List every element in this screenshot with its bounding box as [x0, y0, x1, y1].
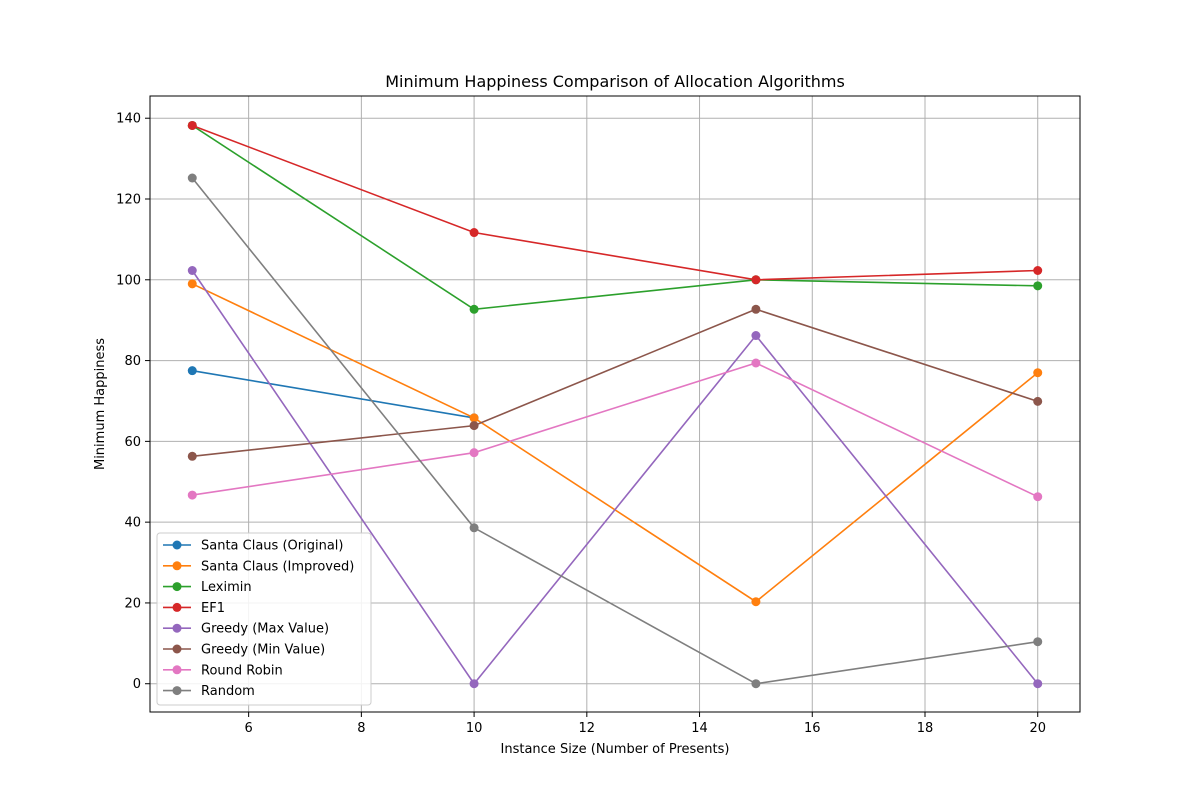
- legend-label: Greedy (Min Value): [201, 643, 325, 658]
- x-axis-ticks: 6 8 10 12 14 16 18 20: [244, 712, 1046, 736]
- x-tick-label: 8: [357, 721, 365, 736]
- series-line: [192, 362, 1039, 498]
- y-tick-label: 140: [116, 112, 141, 127]
- series-line: [191, 177, 1038, 685]
- x-tick-label: 10: [466, 721, 483, 736]
- legend-marker: [172, 561, 182, 571]
- series-line: [192, 369, 475, 419]
- data-point: [187, 451, 197, 461]
- series-line: [192, 308, 1038, 458]
- y-axis-label: Minimum Happiness: [93, 338, 108, 470]
- series-layer: [187, 120, 1043, 689]
- data-point: [1033, 637, 1043, 647]
- legend-entry: Round Robin: [163, 663, 283, 678]
- legend-entry: Santa Claus (Original): [163, 539, 343, 554]
- data-point: [187, 366, 197, 376]
- data-point: [751, 275, 761, 285]
- legend-marker: [172, 623, 182, 633]
- series-line: [191, 270, 1039, 686]
- series-7: [187, 173, 1043, 689]
- x-tick-label: 16: [804, 721, 821, 736]
- y-axis-ticks: 0 20 40 60 80 100 120 140: [116, 112, 150, 692]
- legend-entry: Random: [163, 684, 255, 699]
- data-point: [469, 304, 479, 314]
- data-point: [187, 490, 197, 500]
- data-point: [469, 413, 479, 423]
- data-point: [469, 421, 479, 431]
- series-5: [187, 304, 1043, 461]
- data-point: [1033, 281, 1043, 291]
- y-tick-label: 120: [116, 193, 141, 208]
- y-tick-label: 80: [124, 354, 141, 369]
- data-point: [1033, 265, 1043, 275]
- x-axis-label: Instance Size (Number of Presents): [501, 742, 730, 757]
- data-point: [469, 448, 479, 458]
- legend-label: Leximin: [201, 580, 252, 595]
- legend-label: Random: [201, 684, 255, 699]
- legend-label: EF1: [201, 601, 225, 616]
- x-tick-label: 12: [579, 721, 596, 736]
- legend-label: Santa Claus (Improved): [201, 559, 354, 574]
- data-point: [187, 173, 197, 183]
- series-line: [191, 124, 1038, 281]
- y-tick-label: 0: [133, 677, 141, 692]
- legend-marker: [172, 665, 182, 675]
- legend: Santa Claus (Original) Santa Claus (Impro…: [156, 532, 372, 706]
- data-point: [469, 679, 479, 689]
- series-line: [191, 124, 1038, 311]
- legend-marker: [172, 582, 182, 592]
- plot-frame: [149, 95, 1081, 713]
- legend-entry: Leximin: [163, 580, 252, 595]
- data-point: [1033, 396, 1043, 406]
- legend-entry: Greedy (Min Value): [163, 643, 325, 658]
- data-point: [187, 120, 197, 130]
- legend-entry: Santa Claus (Improved): [163, 559, 354, 574]
- series-6: [187, 358, 1043, 502]
- chart-title: Minimum Happiness Comparison of Allocati…: [385, 72, 845, 91]
- data-point: [751, 597, 761, 607]
- data-point: [751, 679, 761, 689]
- legend-marker: [172, 540, 182, 550]
- series-2: [187, 120, 1043, 314]
- legend-label: Santa Claus (Original): [201, 539, 343, 554]
- y-tick-label: 20: [124, 596, 141, 611]
- x-tick-label: 20: [1029, 721, 1046, 736]
- series-3: [187, 120, 1043, 285]
- legend-entry: Greedy (Max Value): [163, 622, 329, 637]
- x-tick-label: 6: [244, 721, 252, 736]
- x-tick-label: 14: [691, 721, 708, 736]
- legend-marker: [172, 644, 182, 654]
- series-4: [187, 265, 1043, 689]
- data-point: [469, 228, 479, 238]
- y-tick-label: 60: [124, 435, 141, 450]
- y-tick-label: 40: [124, 516, 141, 531]
- x-tick-label: 18: [917, 721, 934, 736]
- data-point: [1033, 368, 1043, 378]
- y-tick-label: 100: [116, 273, 141, 288]
- legend-label: Greedy (Max Value): [201, 622, 329, 637]
- data-point: [187, 279, 197, 289]
- legend-label: Round Robin: [201, 663, 283, 678]
- legend-marker: [172, 602, 182, 612]
- data-point: [1033, 679, 1043, 689]
- series-0: [187, 366, 479, 423]
- legend-entry: EF1: [163, 601, 225, 616]
- data-point: [751, 331, 761, 341]
- data-point: [187, 265, 197, 275]
- legend-box: [156, 532, 372, 706]
- legend-marker: [172, 686, 182, 696]
- data-point: [469, 523, 479, 533]
- data-point: [1033, 492, 1043, 502]
- data-point: [751, 304, 761, 314]
- data-point: [751, 358, 761, 368]
